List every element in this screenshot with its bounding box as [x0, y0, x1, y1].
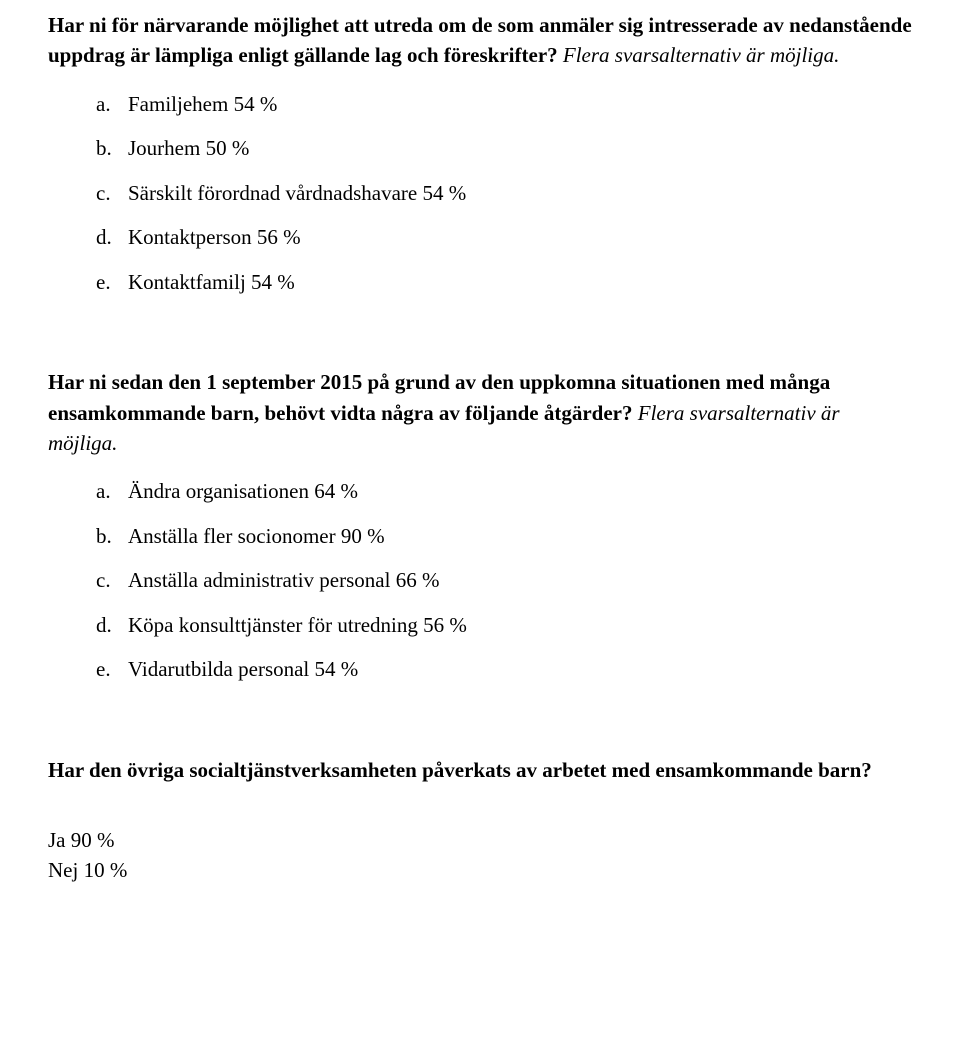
- option-letter: d.: [96, 222, 128, 252]
- list-item: a. Familjehem 54 %: [96, 89, 912, 119]
- option-text: Särskilt förordnad vårdnadshavare 54 %: [128, 178, 466, 208]
- option-text: Köpa konsulttjänster för utredning 56 %: [128, 610, 467, 640]
- question-1-subnote: Flera svarsalternativ är möjliga.: [558, 43, 840, 67]
- list-item: d. Köpa konsulttjänster för utredning 56…: [96, 610, 912, 640]
- list-item: a. Ändra organisationen 64 %: [96, 476, 912, 506]
- list-item: d. Kontaktperson 56 %: [96, 222, 912, 252]
- list-item: b. Jourhem 50 %: [96, 133, 912, 163]
- option-letter: d.: [96, 610, 128, 640]
- option-letter: a.: [96, 476, 128, 506]
- option-letter: b.: [96, 521, 128, 551]
- question-2: Har ni sedan den 1 september 2015 på gru…: [48, 367, 912, 458]
- answer-yes: Ja 90 %: [48, 825, 912, 855]
- option-letter: e.: [96, 267, 128, 297]
- option-text: Kontaktperson 56 %: [128, 222, 301, 252]
- list-item: c. Särskilt förordnad vårdnadshavare 54 …: [96, 178, 912, 208]
- option-letter: e.: [96, 654, 128, 684]
- question-1-options: a. Familjehem 54 % b. Jourhem 50 % c. Sä…: [96, 89, 912, 297]
- option-text: Anställa administrativ personal 66 %: [128, 565, 439, 595]
- option-letter: a.: [96, 89, 128, 119]
- answer-no: Nej 10 %: [48, 855, 912, 885]
- list-item: e. Vidarutbilda personal 54 %: [96, 654, 912, 684]
- option-text: Ändra organisationen 64 %: [128, 476, 358, 506]
- option-text: Familjehem 54 %: [128, 89, 277, 119]
- list-item: b. Anställa fler socionomer 90 %: [96, 521, 912, 551]
- option-letter: b.: [96, 133, 128, 163]
- question-3-answers: Ja 90 % Nej 10 %: [48, 825, 912, 886]
- option-text: Kontaktfamilj 54 %: [128, 267, 295, 297]
- option-text: Jourhem 50 %: [128, 133, 249, 163]
- option-text: Vidarutbilda personal 54 %: [128, 654, 358, 684]
- question-3: Har den övriga socialtjänstverksamheten …: [48, 755, 912, 785]
- list-item: c. Anställa administrativ personal 66 %: [96, 565, 912, 595]
- list-item: e. Kontaktfamilj 54 %: [96, 267, 912, 297]
- option-letter: c.: [96, 178, 128, 208]
- question-1: Har ni för närvarande möjlighet att utre…: [48, 10, 912, 71]
- option-letter: c.: [96, 565, 128, 595]
- question-2-options: a. Ändra organisationen 64 % b. Anställa…: [96, 476, 912, 684]
- question-3-text: Har den övriga socialtjänstverksamheten …: [48, 758, 872, 782]
- option-text: Anställa fler socionomer 90 %: [128, 521, 385, 551]
